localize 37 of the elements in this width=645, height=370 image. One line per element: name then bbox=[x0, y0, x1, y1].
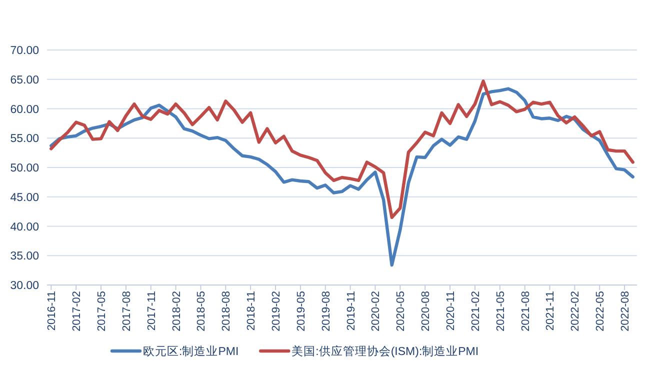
x-tick-label: 2020-08 bbox=[420, 291, 432, 332]
line-series bbox=[50, 87, 634, 267]
x-tick-label: 2017-05 bbox=[96, 291, 108, 332]
x-tick-label: 2018-05 bbox=[196, 291, 208, 332]
y-tick-label: 50.00 bbox=[10, 162, 39, 174]
y-tick-label: 40.00 bbox=[10, 221, 39, 234]
x-tick-label: 2020-11 bbox=[445, 291, 458, 331]
x-tick-label: 2017-08 bbox=[120, 291, 133, 332]
y-tick-label: 65.00 bbox=[10, 74, 39, 86]
x-tick-label: 2018-11 bbox=[246, 291, 258, 331]
x-tick-label: 2022-05 bbox=[594, 291, 607, 332]
x-tick-label: 2021-05 bbox=[494, 291, 507, 332]
x-tick-label: 2019-11 bbox=[345, 291, 358, 331]
x-tick-label: 2020-02 bbox=[370, 291, 382, 332]
y-tick-label: 55.00 bbox=[10, 133, 39, 146]
x-tick-label: 2019-02 bbox=[270, 291, 283, 332]
x-tick-label: 2018-08 bbox=[220, 291, 233, 332]
y-tick-label: 60.00 bbox=[10, 104, 39, 116]
x-tick-label: 2017-02 bbox=[71, 291, 84, 332]
x-tick-label: 2020-05 bbox=[395, 291, 408, 332]
x-tick-label: 2021-11 bbox=[544, 291, 557, 331]
x-tick-label: 2019-05 bbox=[295, 291, 308, 332]
legend-label: 欧元区:制造业PMI bbox=[143, 345, 239, 358]
x-tick-label: 2017-11 bbox=[146, 291, 158, 331]
x-tick-label: 2022-02 bbox=[570, 291, 582, 332]
x-tick-label: 2021-08 bbox=[520, 291, 532, 332]
x-tick-label: 2021-02 bbox=[470, 291, 482, 332]
y-tick-label: 35.00 bbox=[10, 250, 39, 263]
x-tick-label: 2018-02 bbox=[170, 291, 183, 332]
x-tick-label: 2019-08 bbox=[320, 291, 332, 332]
y-tick-label: 30.00 bbox=[10, 280, 39, 292]
x-tick-label: 2022-08 bbox=[620, 291, 632, 332]
line-series bbox=[50, 80, 634, 220]
y-tick-label: 45.00 bbox=[10, 192, 39, 204]
y-tick-label: 70.00 bbox=[10, 45, 39, 57]
x-tick-label: 2016-11 bbox=[46, 291, 58, 331]
legend-label: 美国:供应管理协会(ISM):制造业PMI bbox=[292, 344, 479, 358]
